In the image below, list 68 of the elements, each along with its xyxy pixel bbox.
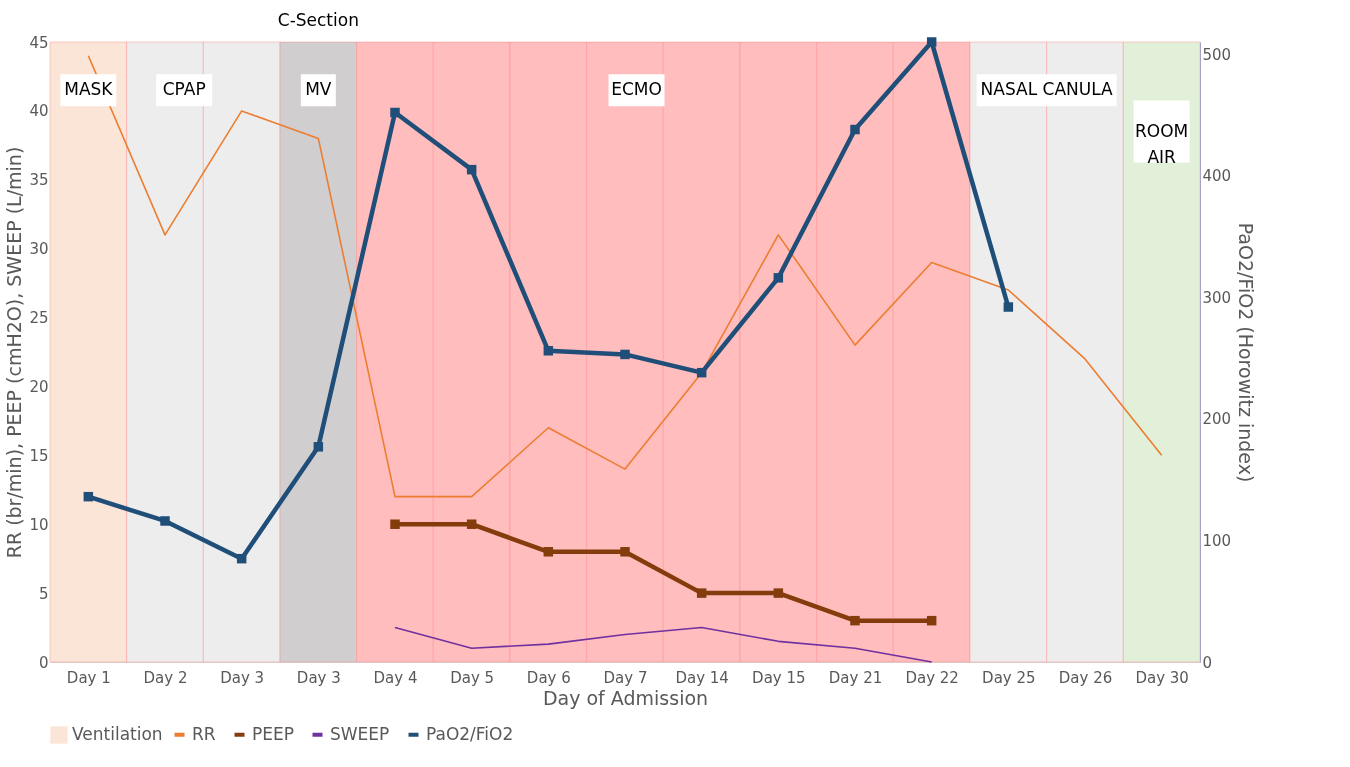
x-tick-label: Day 3	[220, 668, 265, 687]
legend-label: PEEP	[252, 723, 294, 744]
y-tick-label: 10	[29, 515, 49, 534]
point	[926, 37, 937, 47]
point	[83, 491, 94, 502]
y-tick-label: 15	[29, 446, 49, 465]
y-tick-label: 45	[29, 33, 49, 52]
legend-label: RR	[192, 723, 216, 744]
legend-label: Ventilation	[72, 724, 163, 744]
point	[696, 588, 707, 598]
point	[466, 164, 477, 175]
point	[773, 273, 784, 283]
y-tick-label: 20	[29, 377, 49, 396]
point	[160, 516, 170, 526]
point	[620, 547, 630, 557]
x-tick-label: Day 30	[1135, 668, 1189, 687]
y-tick-label: 30	[29, 240, 49, 259]
point	[543, 346, 554, 356]
legend-label: SWEEP	[330, 723, 390, 744]
x-tick-label: Day 22	[905, 668, 959, 687]
point	[313, 442, 324, 452]
y-tick-label: 40	[29, 102, 49, 121]
line-series	[394, 626, 933, 663]
x-tick-label: Day 25	[982, 668, 1036, 687]
annotation: CPAP	[162, 79, 206, 100]
point	[850, 124, 860, 135]
text: C-Section	[277, 10, 359, 31]
annotation: MV	[305, 79, 332, 100]
point	[696, 367, 707, 378]
x-tick-label: Day 14	[675, 668, 729, 687]
x-tick-label: Day 5	[450, 668, 495, 687]
point	[773, 588, 784, 598]
x-tick-label: Day 2	[143, 668, 188, 687]
y-tick-label: 35	[29, 171, 49, 190]
point	[850, 615, 860, 626]
x-tick-label: Day 6	[526, 668, 571, 687]
annotation: MASK	[64, 79, 114, 100]
y2-tick-label: 200	[1202, 410, 1232, 429]
y2-tick-label: 500	[1202, 45, 1232, 64]
x-tick-label: Day 26	[1058, 668, 1113, 687]
y-axis-title: RR (br/min), PEEP (cmH2O), SWEEP (L/min)	[3, 146, 26, 559]
x-tick-label: Day 21	[828, 668, 883, 687]
annotation: NASAL CANULA	[980, 79, 1114, 100]
x-tick-label: Day 15	[752, 668, 806, 687]
point	[466, 519, 477, 529]
legend-label: PaO2/FiO2	[426, 723, 514, 744]
point	[390, 519, 400, 529]
y-tick-label: 0	[38, 653, 49, 672]
point	[390, 107, 400, 118]
y2-tick-label: 0	[1202, 653, 1213, 672]
annotation: ECMO	[611, 79, 662, 100]
x-tick-label: Day 3	[296, 668, 341, 687]
point	[543, 547, 554, 557]
point	[926, 615, 937, 626]
annotation: ROOM AIR	[1135, 120, 1189, 167]
x-tick-label: Day 7	[603, 668, 648, 687]
x-tick-label: Day 4	[373, 668, 418, 687]
y-tick-label: 5	[38, 584, 49, 603]
point	[1003, 302, 1014, 312]
y-tick-label: 25	[29, 309, 49, 328]
y2-tick-label: 300	[1202, 288, 1232, 307]
point	[620, 349, 630, 360]
y2-tick-label: 400	[1202, 167, 1232, 186]
y2-axis-title: PaO2/FiO2 (Horowitz index)	[1235, 222, 1258, 483]
point	[236, 553, 247, 564]
x-axis-title: Day of Admission	[542, 686, 709, 709]
x-tick-label: Day 1	[66, 668, 111, 687]
y2-tick-label: 100	[1202, 531, 1232, 550]
